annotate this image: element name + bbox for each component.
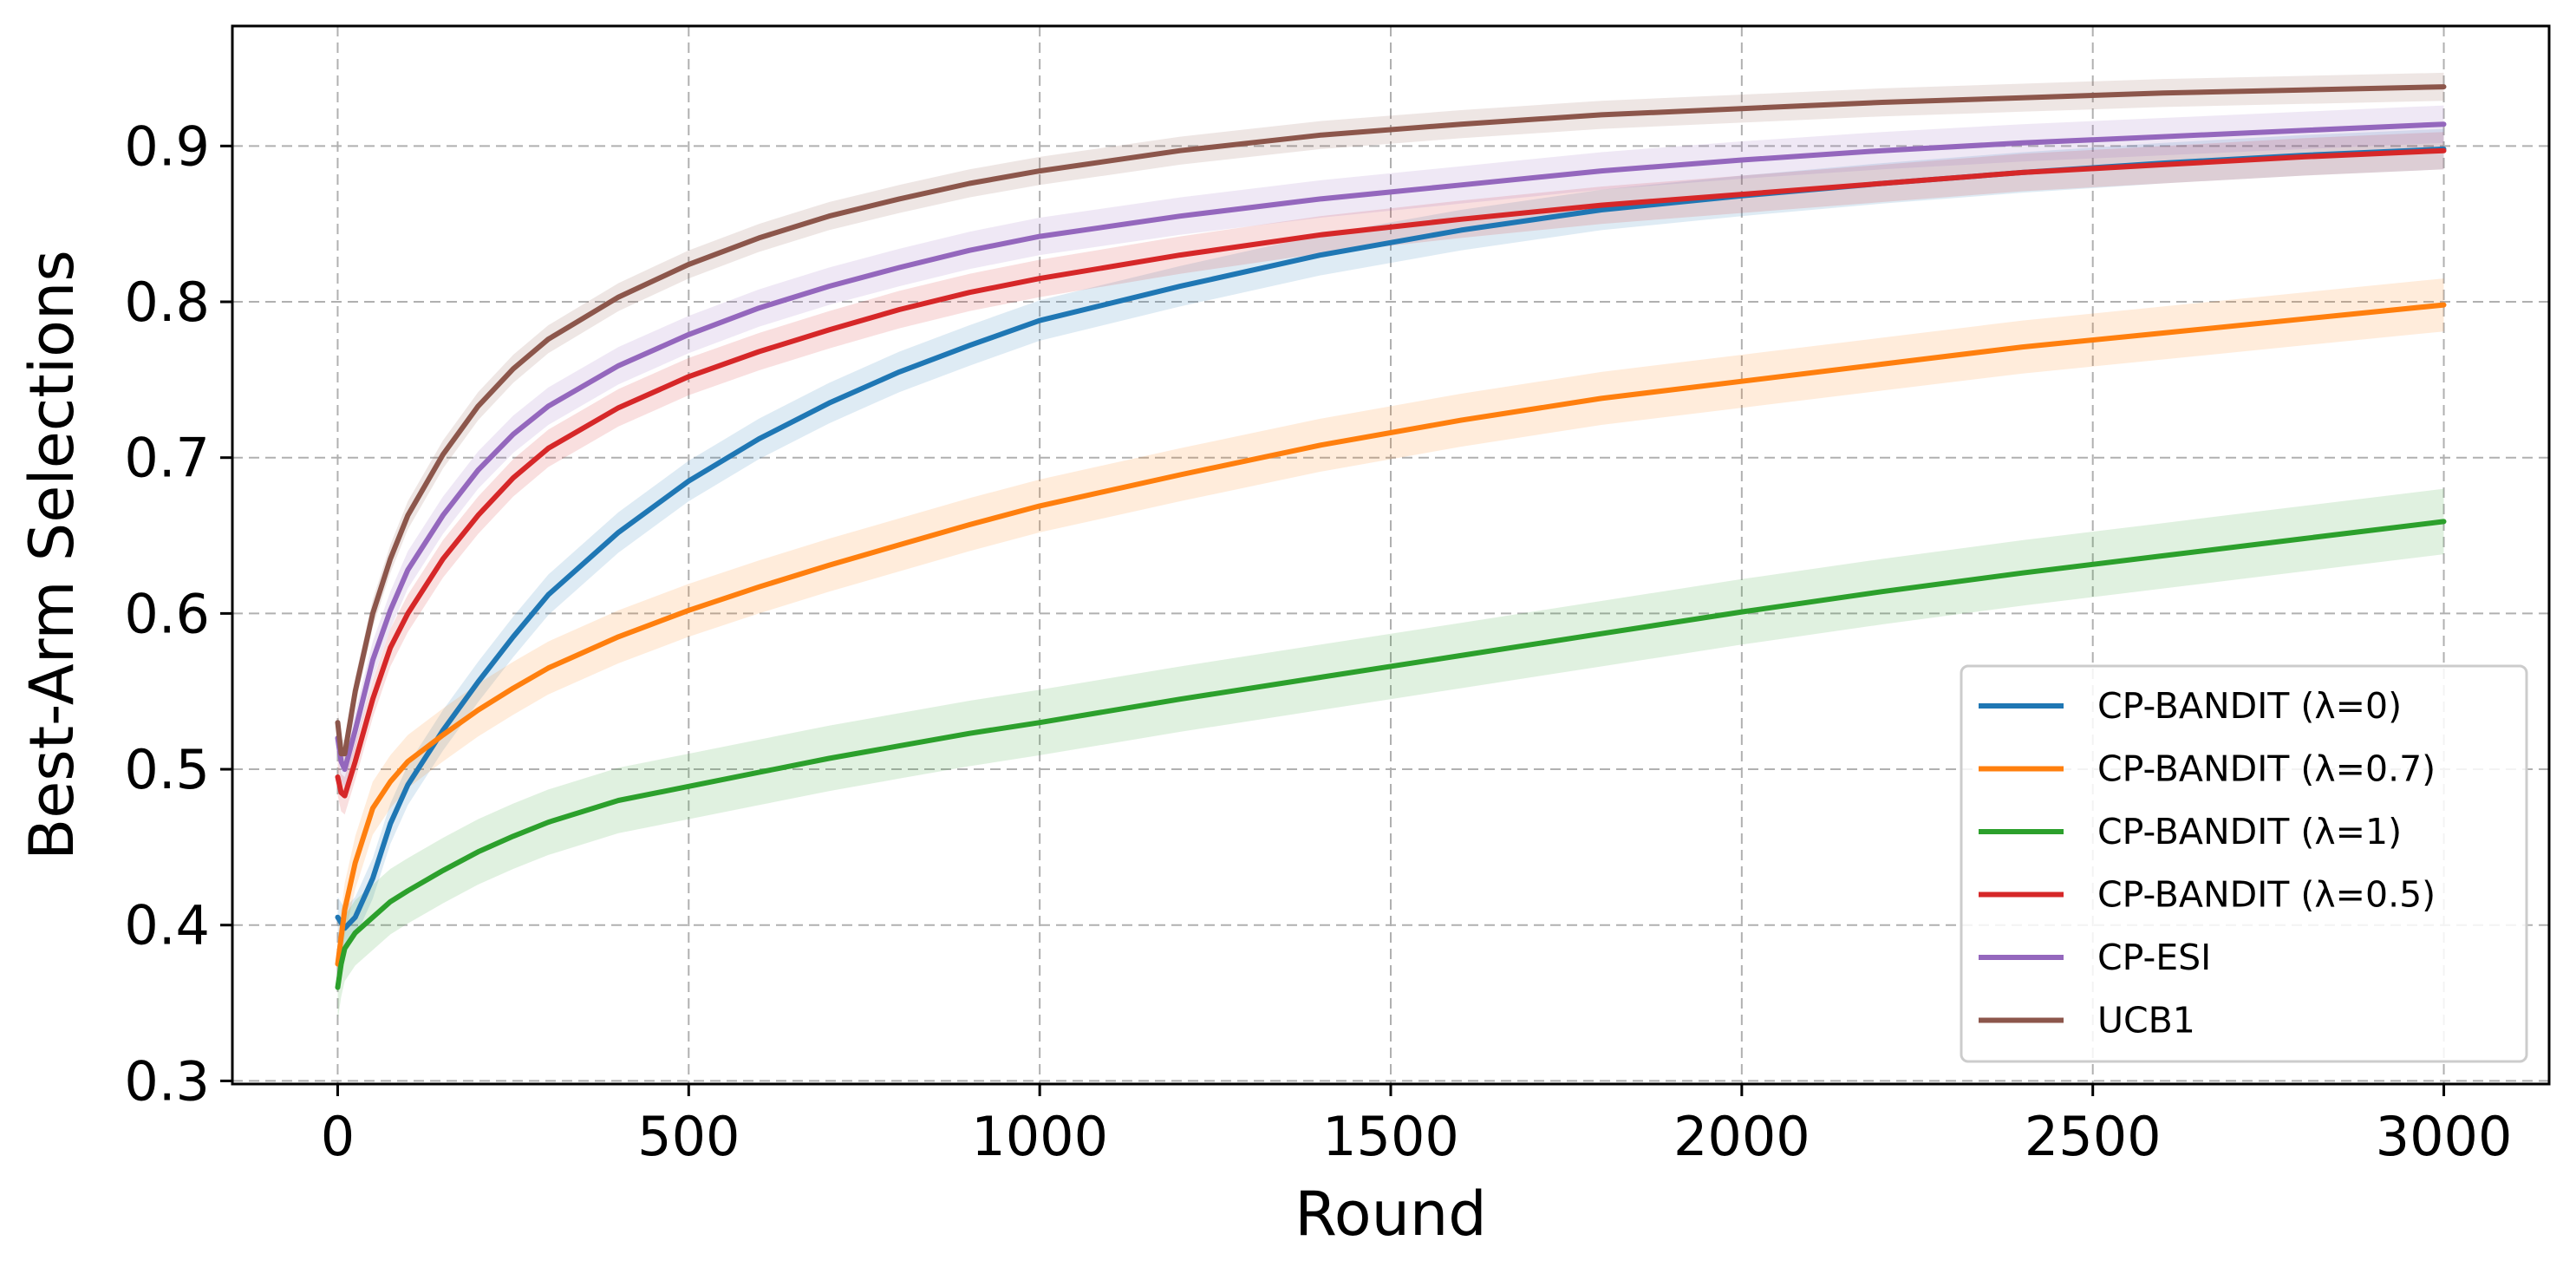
y-tick-label: 0.4 — [124, 894, 210, 957]
legend-entry-label: CP-BANDIT (λ=0) — [2097, 685, 2402, 727]
y-tick-label: 0.7 — [124, 427, 210, 490]
x-tick-label: 3000 — [2376, 1105, 2513, 1168]
confidence-band — [337, 278, 2444, 991]
series-lines — [335, 84, 2447, 990]
confidence-band — [337, 488, 2444, 1021]
x-tick-label: 500 — [637, 1105, 740, 1168]
legend-box — [1960, 664, 2528, 1063]
confidence-band — [337, 132, 2444, 815]
y-tick-label: 0.8 — [124, 271, 210, 334]
legend-entry-label: CP-BANDIT (λ=0.7) — [2097, 748, 2436, 790]
y-tick-label: 0.3 — [124, 1049, 210, 1113]
y-tick-label: 0.5 — [124, 738, 210, 801]
x-axis-label: Round — [1295, 1179, 1486, 1250]
x-axis-ticks: 0 500 1000 1500 2000 2500 3000 — [321, 1084, 2513, 1168]
series-line — [335, 302, 2447, 967]
x-tick-label: 0 — [321, 1105, 355, 1168]
y-tick-label: 0.9 — [124, 114, 210, 178]
series-line — [335, 121, 2447, 773]
legend-entry-label: CP-ESI — [2097, 937, 2211, 978]
y-axis-label: Best-Arm Selections — [16, 250, 88, 860]
legend: CP-BANDIT (λ=0) CP-BANDIT (λ=0.7) CP-BANDI… — [1960, 664, 2528, 1063]
legend-entry-label: CP-BANDIT (λ=0.5) — [2097, 874, 2436, 916]
series-line — [335, 519, 2447, 990]
x-tick-label: 2500 — [2025, 1105, 2162, 1168]
x-tick-label: 2000 — [1673, 1105, 1810, 1168]
x-tick-label: 1500 — [1322, 1105, 1459, 1168]
x-tick-label: 1000 — [971, 1105, 1108, 1168]
series-line — [335, 147, 2447, 799]
legend-entry-label: UCB1 — [2097, 1000, 2195, 1042]
series-line — [335, 84, 2447, 757]
y-tick-label: 0.6 — [124, 582, 210, 645]
legend-entry-label: CP-BANDIT (λ=1) — [2097, 811, 2402, 852]
y-axis-ticks: 0.3 0.4 0.5 0.6 0.7 0.8 0.9 — [124, 114, 232, 1113]
